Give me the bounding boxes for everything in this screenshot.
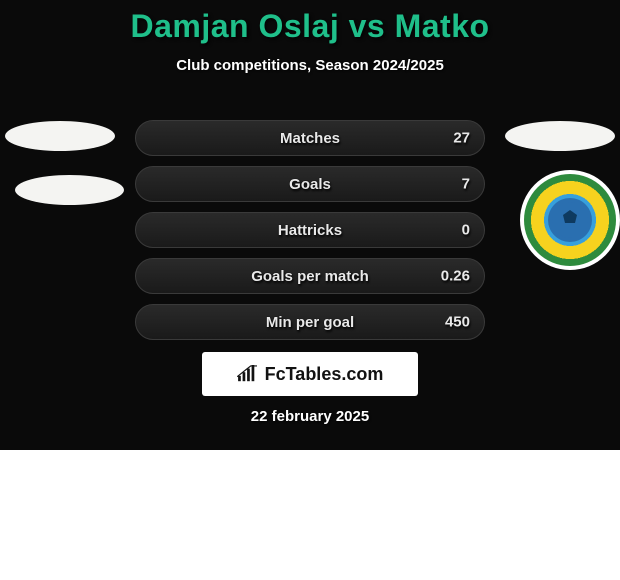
stat-row-goals: Goals 7 [135, 166, 485, 202]
stat-row-min-per-goal: Min per goal 450 [135, 304, 485, 340]
player-right-club-badge [520, 170, 620, 270]
stat-value-right: 450 [445, 314, 470, 331]
page-title: Damjan Oslaj vs Matko [0, 0, 620, 45]
stat-label: Goals per match [251, 268, 369, 285]
stat-row-goals-per-match: Goals per match 0.26 [135, 258, 485, 294]
stats-table: Matches 27 Goals 7 Hattricks 0 Goals per… [135, 120, 485, 350]
player-right-photo-placeholder [505, 121, 615, 151]
date-stamp: 22 february 2025 [0, 408, 620, 425]
stat-value-right: 0.26 [441, 268, 470, 285]
subtitle: Club competitions, Season 2024/2025 [0, 57, 620, 74]
stat-label: Matches [280, 130, 340, 147]
stat-label: Hattricks [278, 222, 342, 239]
stat-label: Goals [289, 176, 331, 193]
club-badge-ring [524, 174, 616, 266]
brand-link[interactable]: FcTables.com [202, 352, 418, 396]
stat-label: Min per goal [266, 314, 354, 331]
soccer-ball-icon [548, 198, 592, 242]
comparison-card: Damjan Oslaj vs Matko Club competitions,… [0, 0, 620, 450]
brand-text: FcTables.com [265, 364, 384, 385]
stat-row-matches: Matches 27 [135, 120, 485, 156]
stat-value-right: 7 [462, 176, 470, 193]
stat-value-right: 0 [462, 222, 470, 239]
stat-row-hattricks: Hattricks 0 [135, 212, 485, 248]
player-left-club-placeholder [15, 175, 124, 205]
stat-value-right: 27 [453, 130, 470, 147]
player-left-photo-placeholder [5, 121, 115, 151]
bar-chart-icon [237, 365, 259, 383]
